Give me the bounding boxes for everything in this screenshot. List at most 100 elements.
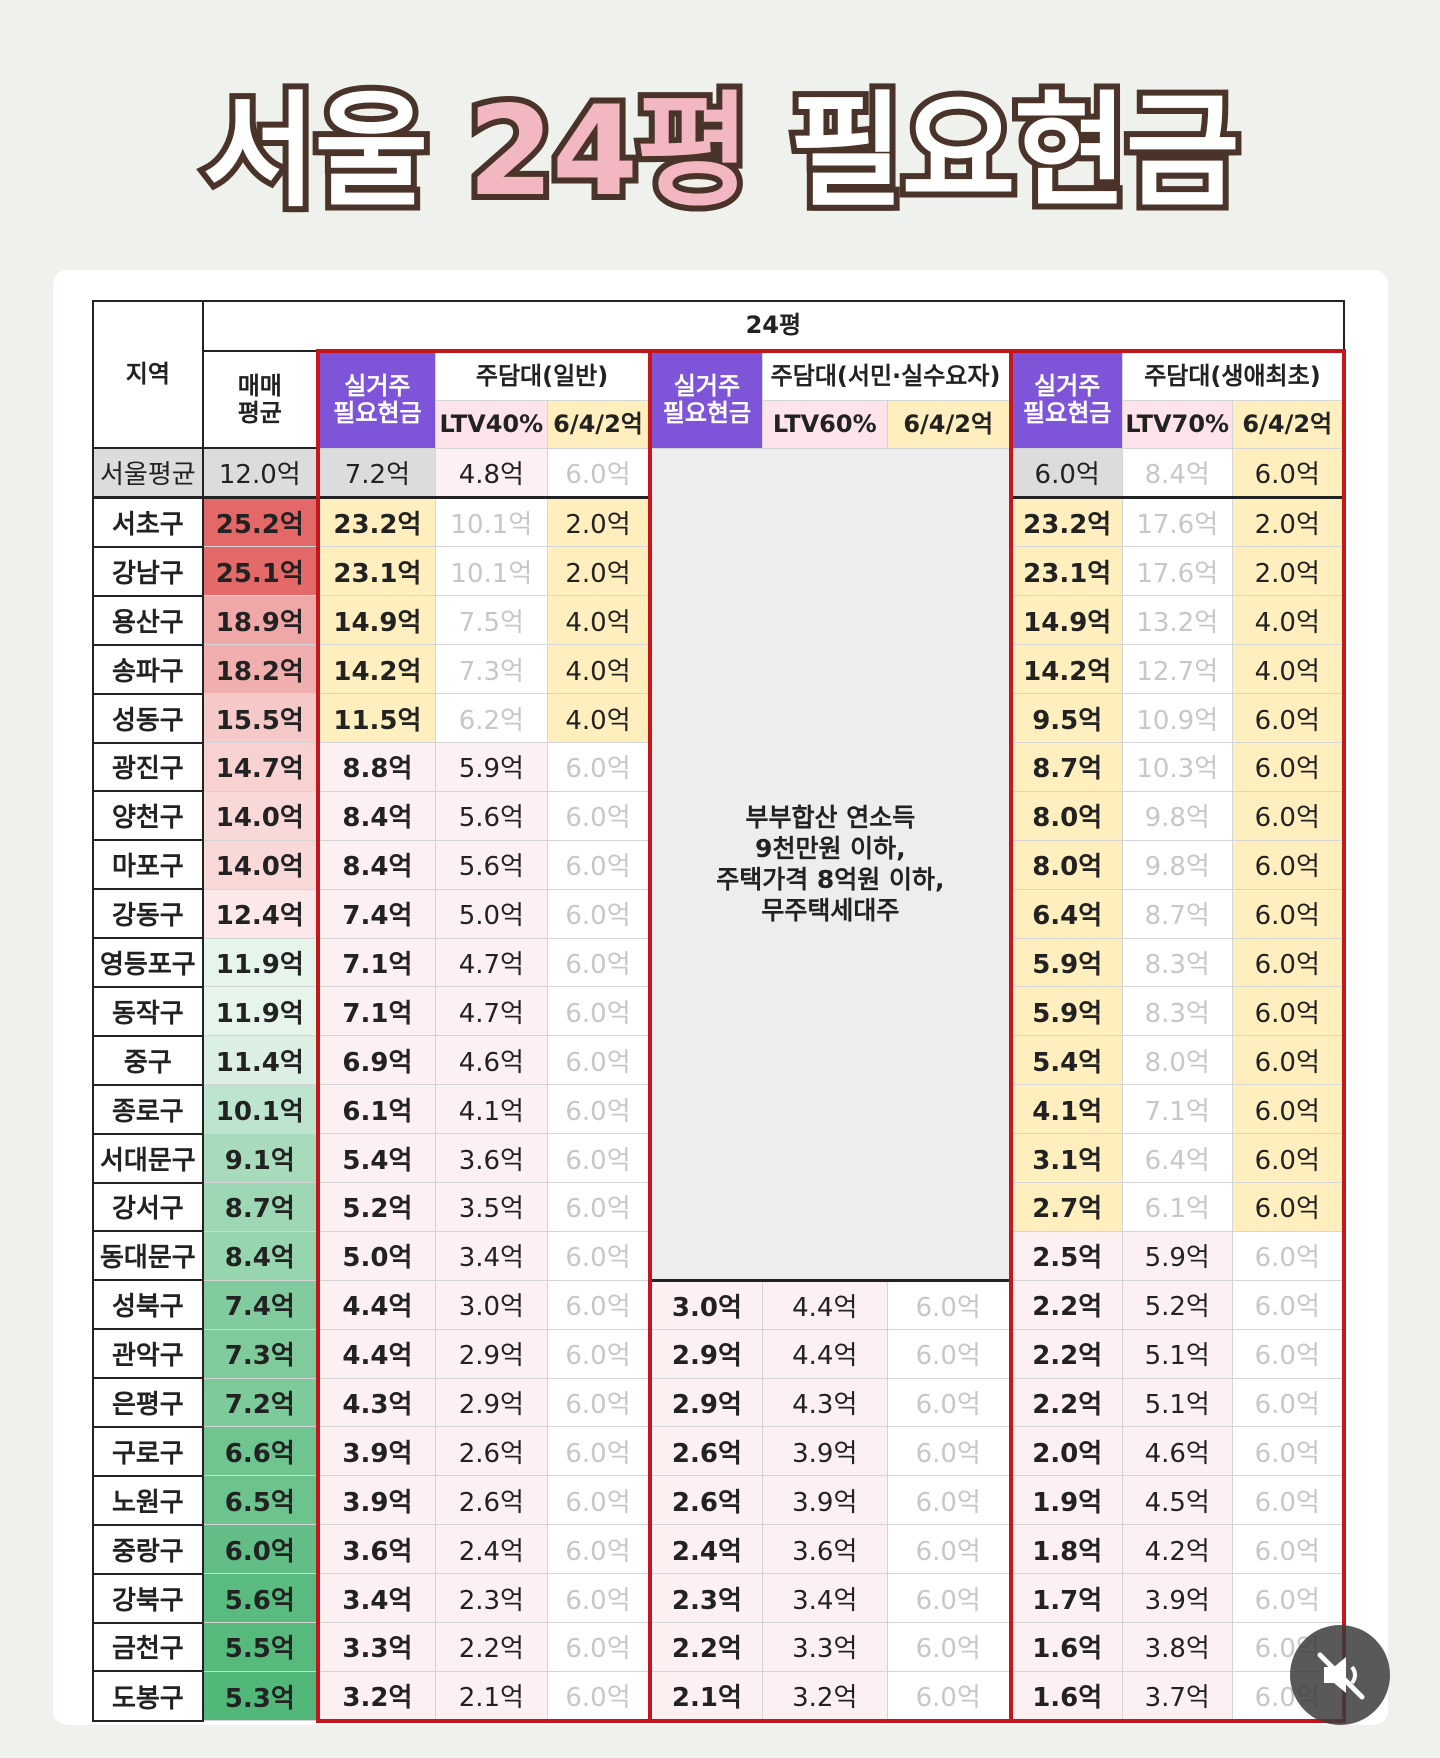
cap-cell: 6.0억 bbox=[546, 1230, 653, 1281]
cash-cell: 14.9억 bbox=[315, 595, 436, 646]
avg-cell: 11.9억 bbox=[202, 986, 319, 1037]
cap-cell: 6.0억 bbox=[1231, 1230, 1346, 1281]
region-cell: 광진구 bbox=[92, 741, 204, 793]
avg-cell: 18.9억 bbox=[202, 595, 319, 646]
table-row: 영등포구 11.9억 7.1억 4.7억 6.0억 5.9억 8.3억 6.0억 bbox=[92, 937, 1346, 988]
ltv-cell: 4.6억 bbox=[1121, 1426, 1233, 1477]
cash-cell: 4.4억 bbox=[315, 1279, 436, 1330]
cap-cell: 6.0억 bbox=[546, 1524, 653, 1575]
avg-cell: 7.4억 bbox=[202, 1279, 319, 1330]
header-cell: LTV40% bbox=[434, 399, 548, 449]
table: 지역 24평 매매 평균 실거주 필요현금 주담대(일반) 실거주 필요현금 주담대(서민·… bbox=[92, 299, 1346, 1723]
region-cell: 강서구 bbox=[92, 1181, 204, 1233]
region-cell: 성동구 bbox=[92, 692, 204, 744]
table-row: 성북구 7.4억 4.4억 3.0억 6.0억 3.0억 4.4억 6.0억 2.2억 5.2억 6… bbox=[92, 1279, 1346, 1331]
cash-cell: 3.4억 bbox=[315, 1573, 436, 1624]
table-row: 마포구 14.0억 8.4억 5.6억 6.0억 8.0억 9.8억 6.0억 bbox=[92, 839, 1346, 891]
header-cell: 주담대(서민·실수요자) bbox=[761, 348, 1013, 401]
avg-cell: 6.5억 bbox=[202, 1475, 319, 1526]
header-cell: 주담대(일반) bbox=[434, 348, 653, 401]
cap-cell: 6.0억 bbox=[1231, 1426, 1346, 1477]
avg-cell: 18.2억 bbox=[202, 644, 319, 695]
avg-cell: 14.0억 bbox=[202, 790, 319, 841]
cap-cell: 6.0억 bbox=[1231, 1524, 1346, 1575]
cash-cell: 5.0억 bbox=[315, 1230, 436, 1281]
table-row: 중랑구 6.0억 3.6억 2.4억 6.0억 2.4억 3.6억 6.0억 1.8억 4.2억 6… bbox=[92, 1523, 1346, 1575]
cash-cell: 3.9억 bbox=[315, 1475, 436, 1526]
cap-cell: 2.0억 bbox=[1231, 546, 1346, 597]
cash-cell: 8.7억 bbox=[1008, 742, 1123, 792]
cap-cell: 4.0억 bbox=[546, 693, 653, 744]
avg-cell: 7.2억 bbox=[202, 1377, 319, 1428]
cap-cell: 6.0억 bbox=[1231, 1328, 1346, 1379]
ltv-cell: 3.3억 bbox=[761, 1622, 888, 1672]
cash-cell: 3.0억 bbox=[648, 1279, 763, 1330]
ltv-cell: 5.9억 bbox=[434, 742, 548, 792]
cap-cell: 6.0억 bbox=[546, 742, 653, 792]
cap-cell: 2.0억 bbox=[1231, 497, 1346, 548]
ltv-cell: 4.6억 bbox=[434, 1035, 548, 1086]
cap-cell: 6.0억 bbox=[546, 1328, 653, 1379]
ltv-cell: 8.3억 bbox=[1121, 937, 1233, 988]
region-cell: 서초구 bbox=[92, 496, 204, 548]
ltv-cell: 5.9억 bbox=[1121, 1230, 1233, 1281]
ltv-cell: 3.7억 bbox=[1121, 1670, 1233, 1723]
avg-cell: 9.1억 bbox=[202, 1133, 319, 1184]
cap-cell: 6.0억 bbox=[546, 1133, 653, 1184]
cash-cell: 8.0억 bbox=[1008, 839, 1123, 890]
ltv-cell: 8.4억 bbox=[1121, 447, 1233, 500]
ltv-cell: 10.9억 bbox=[1121, 693, 1233, 744]
avg-cell: 7.3억 bbox=[202, 1328, 319, 1379]
region-cell: 동작구 bbox=[92, 985, 204, 1037]
cap-cell: 6.0억 bbox=[1231, 1084, 1346, 1135]
cap-cell: 6.0억 bbox=[1231, 790, 1346, 841]
ltv-cell: 4.5억 bbox=[1121, 1475, 1233, 1526]
mute-button[interactable] bbox=[1290, 1625, 1390, 1725]
avg-cell: 12.0억 bbox=[202, 447, 319, 500]
cash-cell: 2.1억 bbox=[648, 1670, 763, 1723]
ltv-cell: 10.1억 bbox=[434, 497, 548, 548]
cash-cell: 5.9억 bbox=[1008, 986, 1123, 1037]
cap-cell: 6.0억 bbox=[886, 1279, 1013, 1330]
cash-cell: 14.2억 bbox=[315, 644, 436, 695]
avg-cell: 25.2억 bbox=[202, 497, 319, 548]
avg-cell: 11.4억 bbox=[202, 1035, 319, 1086]
cash-cell: 3.6억 bbox=[315, 1524, 436, 1575]
table-row: 서초구 25.2억 23.2억 10.1억 2.0억 23.2억 17.6억 2.0억 bbox=[92, 496, 1346, 548]
cash-cell: 11.5억 bbox=[315, 693, 436, 744]
header-cell: 실거주 필요현금 bbox=[315, 348, 436, 449]
cash-cell: 2.6억 bbox=[648, 1426, 763, 1477]
cap-cell: 6.0억 bbox=[546, 447, 653, 500]
title-part: 필요현금 bbox=[783, 74, 1245, 230]
ltv-cell: 17.6억 bbox=[1121, 546, 1233, 597]
table-row: 구로구 6.6억 3.9억 2.6억 6.0억 2.6억 3.9억 6.0억 2.0억 4.6억 6… bbox=[92, 1425, 1346, 1477]
cap-cell: 6.0억 bbox=[886, 1377, 1013, 1428]
cap-cell: 4.0억 bbox=[1231, 595, 1346, 646]
ltv-cell: 8.7억 bbox=[1121, 888, 1233, 939]
cash-cell: 2.4억 bbox=[648, 1524, 763, 1575]
cap-cell: 6.0억 bbox=[1231, 986, 1346, 1037]
cash-cell: 3.2억 bbox=[315, 1670, 436, 1723]
avg-cell: 8.7억 bbox=[202, 1182, 319, 1232]
table-row: 은평구 7.2억 4.3억 2.9억 6.0억 2.9억 4.3억 6.0억 2.2억 5.1억 6… bbox=[92, 1377, 1346, 1428]
cap-cell: 6.0억 bbox=[546, 888, 653, 939]
table-row: 종로구 10.1억 6.1억 4.1억 6.0억 4.1억 7.1억 6.0억 bbox=[92, 1083, 1346, 1135]
cash-cell: 6.9억 bbox=[315, 1035, 436, 1086]
cash-cell: 5.2억 bbox=[315, 1182, 436, 1232]
header-cell: 주담대(생애최초) bbox=[1121, 348, 1346, 401]
cash-cell: 3.3억 bbox=[315, 1622, 436, 1672]
region-cell: 서울평균 bbox=[92, 447, 204, 500]
cash-cell: 5.4억 bbox=[1008, 1035, 1123, 1086]
avg-cell: 14.7억 bbox=[202, 742, 319, 792]
cash-cell: 4.1억 bbox=[1008, 1084, 1123, 1135]
cash-cell: 1.7억 bbox=[1008, 1573, 1123, 1624]
region-cell: 강북구 bbox=[92, 1572, 204, 1624]
header-cell: 6/4/2억 bbox=[546, 399, 653, 449]
region-cell: 도봉구 bbox=[92, 1670, 204, 1722]
cap-cell: 6.0억 bbox=[886, 1475, 1013, 1526]
cap-cell: 6.0억 bbox=[546, 790, 653, 841]
header-cell: 6/4/2억 bbox=[886, 399, 1013, 449]
region-cell: 강동구 bbox=[92, 888, 204, 940]
avg-cell: 6.0억 bbox=[202, 1524, 319, 1575]
cap-cell: 6.0억 bbox=[886, 1622, 1013, 1672]
